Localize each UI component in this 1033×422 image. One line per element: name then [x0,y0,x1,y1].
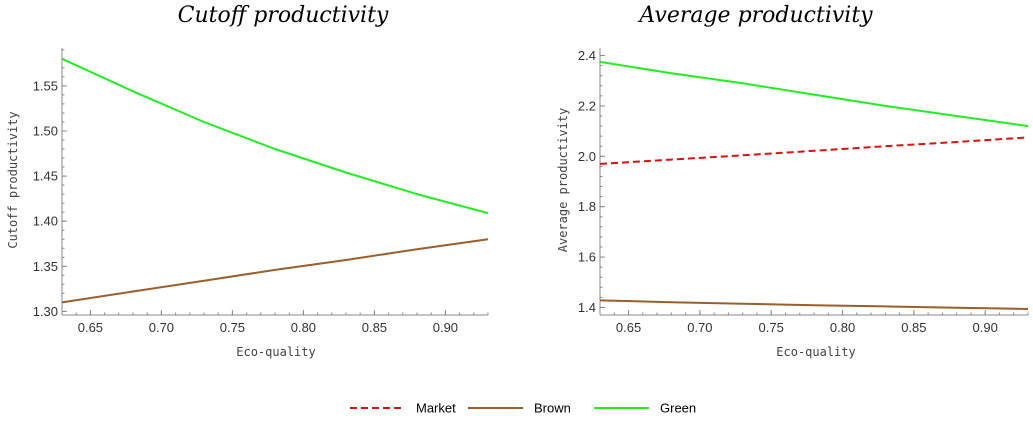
x-tick-label: 0.85 [362,320,387,335]
y-tick-label: 1.6 [578,250,596,265]
y-tick-label: 1.8 [578,199,596,214]
x-tick-label: 0.70 [149,320,174,335]
x-tick-label: 0.75 [759,320,784,335]
y-tick-label: 2.2 [578,98,596,113]
legend-label-market: Market [416,401,456,416]
x-tick-label: 0.85 [901,320,926,335]
plot-area: 0.65 0.70 0.75 0.80 0.85 0.90 1.4 1.6 1.8 2.0 2.2 2… [578,48,1029,335]
y-tick-label: 1.40 [33,214,58,229]
x-axis-label: Eco-quality [776,345,855,359]
series-line-brown [599,299,1029,310]
y-tick-label: 1.55 [33,78,58,93]
panel-average-productivity: Average productivity 0.65 0.70 0.75 0.80 0.8… [556,3,1029,359]
y-tick-label: 2.0 [578,149,596,164]
y-tick-label: 2.4 [578,48,596,63]
series-line-brown [61,238,489,304]
y-tick-label: 1.4 [578,300,596,315]
y-tick-label: 1.30 [33,304,58,319]
x-tick-label: 0.90 [973,320,998,335]
x-tick-label: 0.65 [78,320,103,335]
x-tick-label: 0.70 [687,320,712,335]
legend-label-brown: Brown [534,401,571,416]
x-tick-label: 0.75 [220,320,245,335]
series-line-green [61,57,489,215]
series-line-green [599,60,1029,128]
plot-area: 0.65 0.70 0.75 0.80 0.85 0.90 1.30 1.35 1.40 1.45… [33,48,489,335]
x-tick-label: 0.90 [433,320,458,335]
chart-title: Cutoff productivity [178,3,389,28]
x-axis-label: Eco-quality [236,345,315,359]
y-axis-label: Average productivity [556,108,570,253]
legend-label-green: Green [660,401,696,416]
chart-title: Average productivity [637,3,873,28]
y-tick-label: 1.45 [33,169,58,184]
series-line-market [599,136,1029,165]
x-tick-label: 0.80 [291,320,316,335]
legend: Market Brown Green [350,401,696,416]
y-axis-label: Cutoff productivity [6,111,20,248]
x-tick-label: 0.80 [830,320,855,335]
panel-cutoff-productivity: Cutoff productivity 0.65 0.70 0.75 0.80 0.85… [6,3,489,359]
y-tick-label: 1.50 [33,123,58,138]
y-tick-label: 1.35 [33,259,58,274]
x-tick-label: 0.65 [616,320,641,335]
